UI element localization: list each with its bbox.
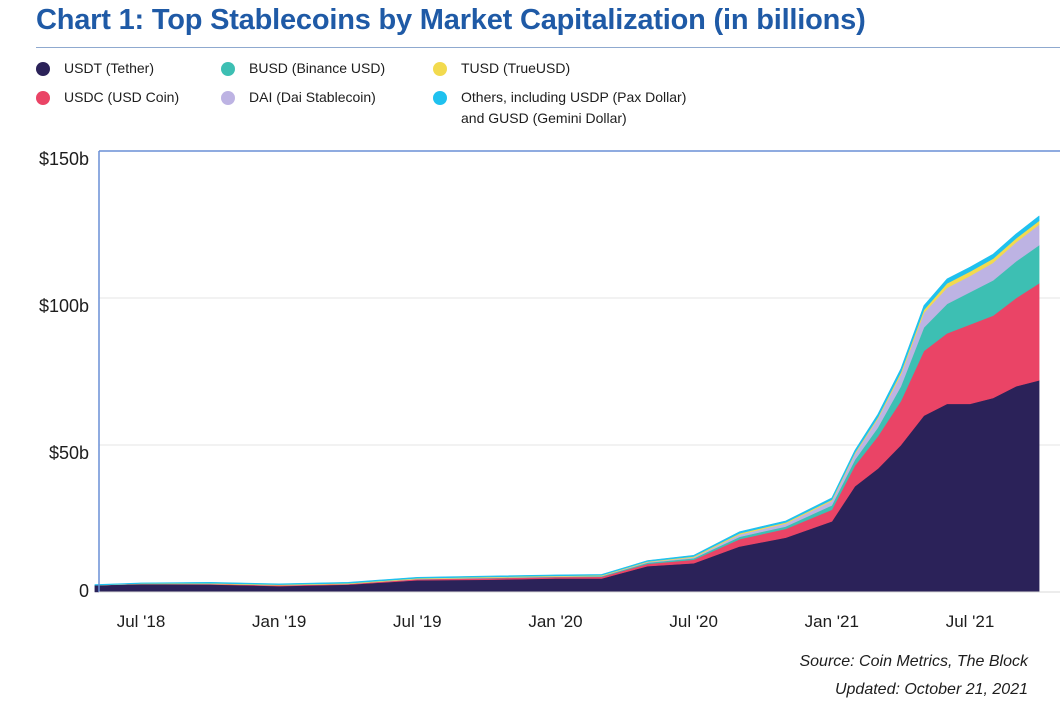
y-tick-label: 0 [79, 581, 89, 601]
legend-label: Others, including USDP (Pax Dollar) and … [461, 89, 687, 126]
chart-title: Chart 1: Top Stablecoins by Market Capit… [36, 4, 866, 36]
legend-swatch [433, 62, 447, 76]
title-divider [36, 47, 1060, 48]
x-tick-label: Jan '19 [252, 612, 306, 631]
y-tick-label: $150b [39, 149, 89, 169]
source-text: Source: Coin Metrics, The Block [799, 653, 1028, 670]
legend-item: USDC (USD Coin) [36, 87, 179, 108]
x-tick-label: Jul '18 [117, 612, 166, 631]
legend-item: BUSD (Binance USD) [221, 58, 385, 79]
source-note: Source: Coin Metrics, The Block Updated:… [799, 648, 1028, 704]
legend-label: DAI (Dai Stablecoin) [249, 89, 376, 105]
legend-label: USDC (USD Coin) [64, 89, 180, 105]
legend-swatch [36, 91, 50, 105]
x-tick-label: Jan '21 [805, 612, 859, 631]
legend-item: TUSD (TrueUSD) [433, 58, 570, 79]
y-tick-label: $100b [39, 296, 89, 316]
legend-item: Others, including USDP (Pax Dollar) and … [433, 87, 686, 129]
legend-swatch [221, 62, 235, 76]
chart-legend: USDT (Tether) USDC (USD Coin) BUSD (Binanc… [36, 58, 796, 138]
x-tick-label: Jul '21 [946, 612, 995, 631]
legend-item: DAI (Dai Stablecoin) [221, 87, 376, 108]
legend-swatch [221, 91, 235, 105]
series-area [94, 215, 1040, 586]
x-tick-label: Jan '20 [528, 612, 582, 631]
x-tick-label: Jul '19 [393, 612, 442, 631]
legend-label: USDT (Tether) [64, 60, 154, 76]
x-tick-label: Jul '20 [669, 612, 718, 631]
legend-label: TUSD (TrueUSD) [461, 60, 571, 76]
legend-label: BUSD (Binance USD) [249, 60, 386, 76]
legend-swatch [36, 62, 50, 76]
legend-swatch [433, 91, 447, 105]
updated-text: Updated: October 21, 2021 [834, 681, 1028, 698]
y-tick-label: $50b [49, 443, 89, 463]
legend-item: USDT (Tether) [36, 58, 154, 79]
